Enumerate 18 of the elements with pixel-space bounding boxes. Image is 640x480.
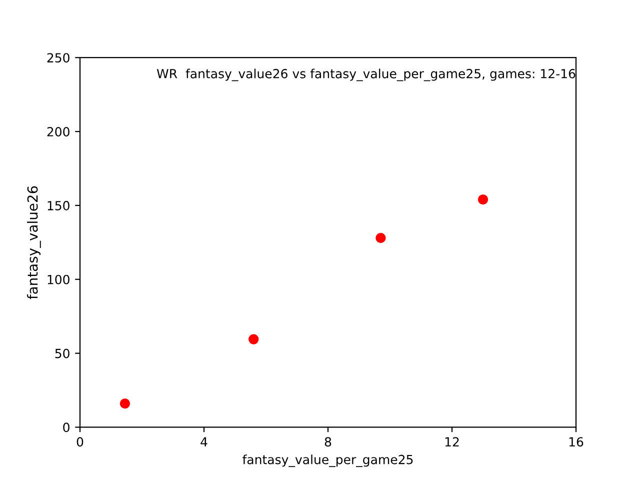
x-tick-label: 0: [76, 437, 84, 447]
point: [478, 194, 488, 205]
point: [120, 398, 130, 409]
y-tick-label: 150: [48, 200, 70, 210]
point: [248, 334, 259, 344]
y-tick-label: 50: [55, 348, 70, 358]
x-axis-title: fantasy_value_per_game25: [242, 454, 413, 468]
y-tick-label: 100: [48, 274, 70, 284]
y-tick-label: 250: [47, 53, 70, 63]
x-tick-label: 16: [569, 437, 584, 447]
y-axis-title: fantasy_value26: [27, 186, 41, 300]
x-tick-label: 4: [200, 437, 208, 446]
text: WR fantasy_value26 vs fantasy_value_per_game25, games: 12-16: [156, 68, 576, 82]
y-tick-label: 200: [47, 126, 70, 136]
point: [376, 232, 386, 244]
y-tick-label: 0: [63, 422, 70, 432]
x-tick-label: 8: [324, 437, 332, 447]
x-tick-label: 12: [445, 437, 459, 446]
